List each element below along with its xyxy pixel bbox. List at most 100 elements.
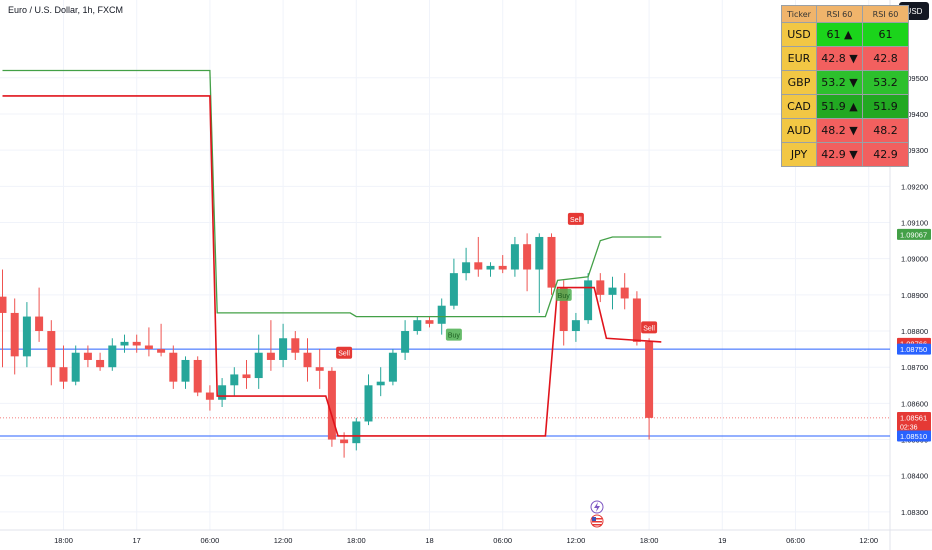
band-lines — [2, 69, 662, 437]
rsi-value-cell: 53.2 — [862, 70, 909, 95]
time-tick-label: 18:00 — [54, 536, 73, 545]
candle-body — [462, 262, 471, 274]
price-axis-label: 1.08510 — [897, 430, 931, 442]
candle-body — [413, 320, 422, 332]
countdown-label-text: 02:36 — [900, 424, 918, 431]
sell-signal: Sell — [567, 212, 584, 225]
sell-signal: Sell — [336, 346, 353, 359]
lightning-icon[interactable] — [590, 500, 604, 514]
rsi-value-cell: 53.2 ▼ — [816, 70, 863, 95]
candle-body — [474, 262, 483, 270]
candle-body — [279, 338, 288, 360]
rsi-row-cad: CAD 51.9 ▲ 51.9 — [781, 94, 909, 119]
rsi-value-cell: 48.2 — [862, 118, 909, 143]
sell-signal-label: Sell — [338, 351, 350, 358]
rsi-value-cell: 42.9 — [862, 142, 909, 167]
candle-body — [559, 287, 568, 332]
candle-body — [437, 305, 446, 324]
upper-band-line — [2, 69, 662, 318]
time-tick-label: 18 — [425, 536, 433, 545]
ticker-cell: AUD — [781, 118, 817, 143]
price-tick-label: 1.08600 — [901, 399, 928, 408]
sell-signal-label: Sell — [570, 217, 582, 224]
price-tick-label: 1.09200 — [901, 182, 928, 191]
price-tick-label: 1.08300 — [901, 508, 928, 517]
rsi-row-eur: EUR 42.8 ▼ 42.8 — [781, 46, 909, 71]
candle-body — [315, 367, 324, 371]
candle-body — [620, 287, 629, 299]
price-tick-label: 1.08800 — [901, 327, 928, 336]
candle-body — [449, 273, 458, 306]
sell-signal-box — [567, 212, 584, 225]
candle-body — [303, 352, 312, 368]
candle-body — [376, 381, 385, 386]
sell-signal-box — [336, 346, 353, 359]
candle-body — [388, 352, 397, 382]
sell-signal: Sell — [641, 321, 658, 334]
rsi-value-cell: 48.2 ▼ — [816, 118, 863, 143]
ticker-cell: GBP — [781, 70, 817, 95]
ticker-cell: JPY — [781, 142, 817, 167]
rsi-value-cell: 51.9 ▲ — [816, 94, 863, 119]
candle-body — [59, 367, 68, 382]
candle-body — [547, 236, 556, 288]
rsi-table: Ticker RSI 60 RSI 60 USD 61 ▲ 61 EUR 42.8 ▼ 4… — [781, 5, 909, 167]
candle-body — [425, 320, 434, 324]
candle-body — [157, 349, 166, 353]
candle-body — [181, 359, 190, 382]
time-axis: 18:00 17 06:00 12:00 18:00 18 06:00 12:00 18:00 1… — [54, 536, 878, 545]
candle-body — [340, 439, 349, 444]
time-tick-label: 06:00 — [493, 536, 512, 545]
candle-body — [266, 352, 275, 360]
candle-body — [0, 296, 7, 313]
us-flag-icon[interactable] — [590, 514, 604, 528]
candle-body — [83, 352, 92, 360]
rsi-row-usd: USD 61 ▲ 61 — [781, 22, 909, 47]
time-tick-label: 18:00 — [347, 536, 366, 545]
candle-body — [510, 244, 519, 270]
candle-body — [523, 244, 532, 270]
time-tick-label: 12:00 — [567, 536, 586, 545]
rsi-table-header: Ticker RSI 60 RSI 60 — [781, 5, 909, 23]
candle-body — [254, 352, 263, 379]
candle-body — [352, 421, 361, 444]
candle-body — [486, 265, 495, 270]
price-label-text: 1.09067 — [900, 230, 927, 239]
ticker-cell: USD — [781, 22, 817, 47]
price-label-text: 1.08750 — [900, 345, 927, 354]
sell-signal-label: Sell — [643, 325, 655, 332]
candle-body — [535, 236, 544, 270]
price-label-box — [897, 430, 931, 442]
rsi-value-cell: 51.9 — [862, 94, 909, 119]
time-tick-label: 12:00 — [859, 536, 878, 545]
candle-body — [35, 316, 44, 332]
candle-body — [498, 265, 507, 270]
candle-body — [47, 331, 56, 368]
price-tick-label: 1.09100 — [901, 218, 928, 227]
rsi-value-cell: 42.8 ▼ — [816, 46, 863, 71]
candle-body — [571, 320, 580, 332]
price-tick-label: 1.09300 — [901, 146, 928, 155]
candle-body — [364, 385, 373, 422]
candles — [0, 233, 654, 458]
price-tick-label: 1.09000 — [901, 255, 928, 264]
signal-markers: Sell Buy Sell Buy Sell — [336, 212, 658, 359]
candle-body — [608, 287, 617, 295]
candle-body — [632, 298, 641, 342]
price-label-box — [897, 343, 931, 355]
event-icons — [590, 500, 604, 528]
rsi-row-jpy: JPY 42.9 ▼ 42.9 — [781, 142, 909, 167]
symbol-title: Euro / U.S. Dollar, 1h, FXCM — [8, 5, 124, 15]
price-tick-label: 1.08400 — [901, 472, 928, 481]
header-rsi-1: RSI 60 — [816, 5, 863, 23]
price-tick-label: 1.08900 — [901, 291, 928, 300]
price-axis-label: 1.08561 02:36 — [897, 411, 931, 432]
ticker-cell: EUR — [781, 46, 817, 71]
header-ticker: Ticker — [781, 5, 817, 23]
candle-body — [230, 374, 239, 386]
rsi-value-cell: 42.8 — [862, 46, 909, 71]
candle-body — [242, 374, 251, 379]
candle-body — [401, 331, 410, 353]
